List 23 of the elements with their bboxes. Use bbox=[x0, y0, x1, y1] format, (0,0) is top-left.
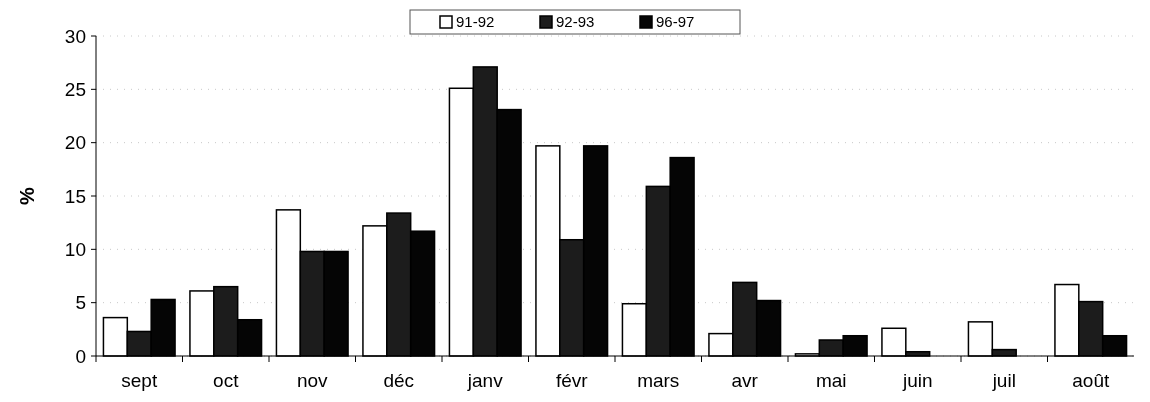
x-tick-label: déc bbox=[383, 370, 415, 391]
x-tick-label: nov bbox=[296, 370, 329, 391]
x-tick-label: juil bbox=[991, 370, 1016, 391]
y-tick-label: 5 bbox=[75, 292, 86, 314]
y-tick-label: 25 bbox=[64, 78, 86, 100]
x-tick-label: oct bbox=[213, 370, 240, 391]
legend-label: 96-97 bbox=[656, 13, 695, 30]
y-tick-label: 30 bbox=[64, 25, 86, 47]
y-tick-label: 15 bbox=[64, 185, 86, 207]
x-tick-label: mai bbox=[815, 370, 847, 391]
x-tick-label: sept bbox=[121, 370, 158, 391]
legend-label: 91-92 bbox=[456, 13, 495, 30]
legend-label: 92-93 bbox=[556, 13, 595, 30]
y-tick-label: 10 bbox=[64, 238, 86, 260]
x-tick-label: avr bbox=[731, 370, 759, 391]
x-tick-label: mars bbox=[637, 370, 680, 391]
y-axis-title: % bbox=[16, 186, 38, 205]
y-tick-label: 20 bbox=[64, 132, 86, 154]
x-tick-label: août bbox=[1072, 370, 1110, 391]
x-tick-label: janv bbox=[466, 370, 504, 391]
x-tick-label: févr bbox=[555, 370, 589, 391]
x-tick-label: juin bbox=[901, 370, 933, 391]
y-tick-label: 0 bbox=[75, 345, 86, 367]
